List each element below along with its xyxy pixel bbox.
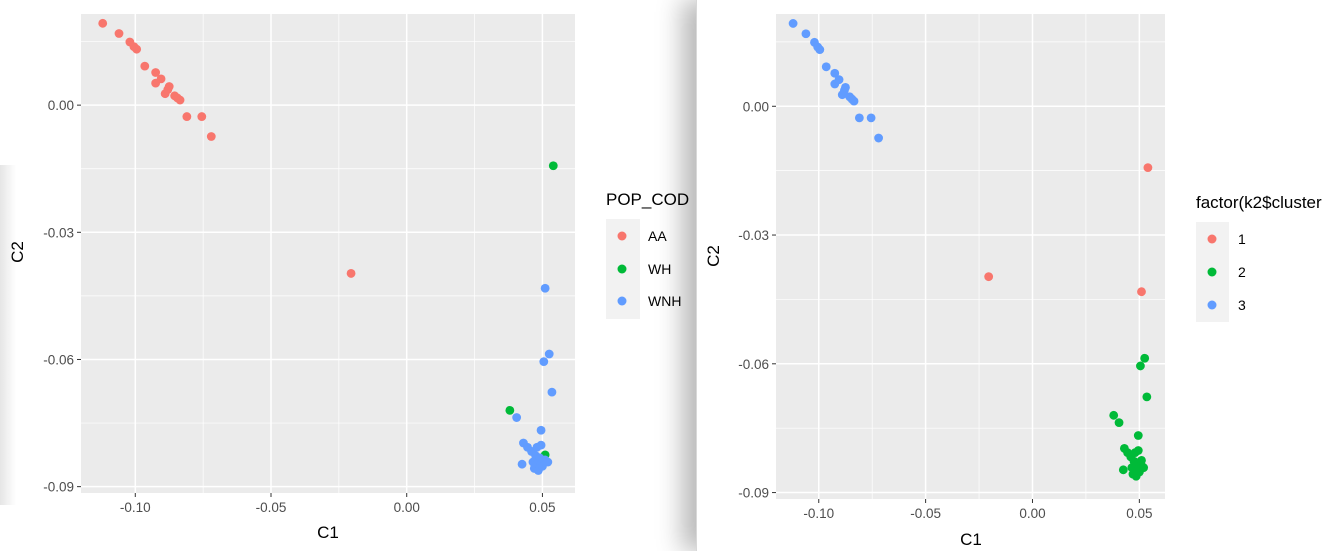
data-points <box>788 19 1153 481</box>
data-point <box>984 272 994 282</box>
legend-label-3: 3 <box>1238 297 1246 313</box>
data-point <box>98 18 108 28</box>
data-point <box>874 133 883 143</box>
data-point <box>182 112 192 121</box>
data-point <box>151 68 161 77</box>
y-tick-label: -0.09 <box>738 486 769 501</box>
data-point <box>539 357 549 366</box>
legend-title: POP_COD <box>606 190 689 209</box>
legend-key-1 <box>1207 234 1217 244</box>
data-points <box>98 18 558 475</box>
data-point <box>206 132 216 141</box>
data-point <box>1137 455 1146 465</box>
window-edge-shadow <box>0 165 16 505</box>
x-tick-label: -0.10 <box>120 500 151 515</box>
legend-key-3 <box>1207 300 1217 310</box>
x-tick-label: -0.10 <box>803 506 834 521</box>
data-point <box>164 82 174 91</box>
data-point <box>140 61 150 71</box>
y-tick-label: -0.09 <box>43 480 74 495</box>
data-point <box>517 459 527 469</box>
x-tick-label: -0.05 <box>910 506 941 521</box>
data-point <box>1118 465 1128 475</box>
legend-label-wh: WH <box>648 261 671 277</box>
major-gridlines <box>81 14 575 493</box>
data-point <box>346 269 356 278</box>
data-point <box>1109 410 1119 420</box>
data-point <box>821 62 831 72</box>
y-tick-label: -0.06 <box>43 352 74 367</box>
y-axis-title: C2 <box>8 241 27 263</box>
legend-label-2: 2 <box>1238 264 1246 280</box>
data-point <box>544 349 554 359</box>
data-point <box>788 19 798 28</box>
minor-gridlines <box>776 14 1165 499</box>
x-axis-ticks: -0.10 -0.05 0.00 0.05 <box>120 493 556 515</box>
data-point <box>1114 418 1124 428</box>
data-point <box>1133 431 1143 440</box>
legend-label-1: 1 <box>1238 231 1246 247</box>
data-point <box>538 461 547 471</box>
legend-key-2 <box>1207 267 1217 277</box>
y-tick-label: -0.06 <box>738 357 769 372</box>
data-point <box>197 112 207 121</box>
plot-window-left: 0.00 -0.03 -0.06 -0.09 -0.10 -0.05 0.00 0.05 C… <box>0 14 690 542</box>
data-point <box>505 405 515 415</box>
minor-gridlines <box>81 14 575 493</box>
legend: factor(k2$cluster 1 2 3 <box>1196 193 1322 322</box>
data-point <box>801 29 811 39</box>
y-tick-label: -0.03 <box>738 228 769 243</box>
y-axis-title: C2 <box>704 245 723 267</box>
scatter-plot-k2-cluster: 0.00 -0.03 -0.06 -0.09 -0.10 -0.05 0.00 0.05 C… <box>704 14 1322 549</box>
x-tick-label: 0.05 <box>529 500 555 515</box>
major-gridlines <box>776 14 1165 499</box>
x-tick-label: 0.00 <box>1019 506 1045 521</box>
data-point <box>1136 361 1145 371</box>
data-point <box>548 161 558 171</box>
x-tick-label: -0.05 <box>256 500 287 515</box>
data-point <box>1137 287 1146 297</box>
legend-key-wh <box>617 264 627 274</box>
y-axis-ticks: 0.00 -0.03 -0.06 -0.09 <box>738 99 776 501</box>
data-point <box>156 74 166 84</box>
data-point <box>830 68 840 78</box>
data-point <box>1143 163 1153 173</box>
x-axis-title: C1 <box>317 523 339 542</box>
data-point <box>1140 353 1150 363</box>
data-point <box>536 425 546 435</box>
x-axis-ticks: -0.10 -0.05 0.00 0.05 <box>803 499 1152 521</box>
data-point <box>1142 392 1152 402</box>
y-tick-label: 0.00 <box>48 98 74 113</box>
legend-key-aa <box>617 231 627 241</box>
data-point <box>512 413 522 422</box>
data-point <box>540 283 550 293</box>
data-point <box>1133 446 1143 455</box>
data-point <box>175 95 185 105</box>
y-axis-ticks: 0.00 -0.03 -0.06 -0.09 <box>43 98 81 495</box>
x-axis-title: C1 <box>960 530 982 549</box>
x-tick-label: 0.05 <box>1126 506 1152 521</box>
legend-label-wnh: WNH <box>648 293 681 309</box>
legend-label-aa: AA <box>648 228 667 244</box>
data-point <box>834 75 844 85</box>
scatter-plot-pop-code: 0.00 -0.03 -0.06 -0.09 -0.10 -0.05 0.00 0.05 C… <box>8 14 689 542</box>
legend: POP_COD AA WH WNH <box>606 190 689 319</box>
data-point <box>1134 467 1144 477</box>
data-point <box>849 96 859 106</box>
y-tick-label: 0.00 <box>743 99 769 114</box>
data-point <box>815 45 825 55</box>
y-tick-label: -0.03 <box>43 225 74 240</box>
data-point <box>866 113 876 123</box>
data-point <box>114 29 124 38</box>
data-point <box>841 82 850 92</box>
legend-key-wnh <box>617 296 627 306</box>
x-tick-label: 0.00 <box>394 500 420 515</box>
data-point <box>854 113 864 123</box>
data-point <box>132 44 142 54</box>
legend-title: factor(k2$cluster <box>1196 193 1322 212</box>
data-point <box>547 387 557 397</box>
data-point <box>536 440 546 450</box>
plot-window-right: 0.00 -0.03 -0.06 -0.09 -0.10 -0.05 0.00 0.05 C… <box>696 0 1340 551</box>
